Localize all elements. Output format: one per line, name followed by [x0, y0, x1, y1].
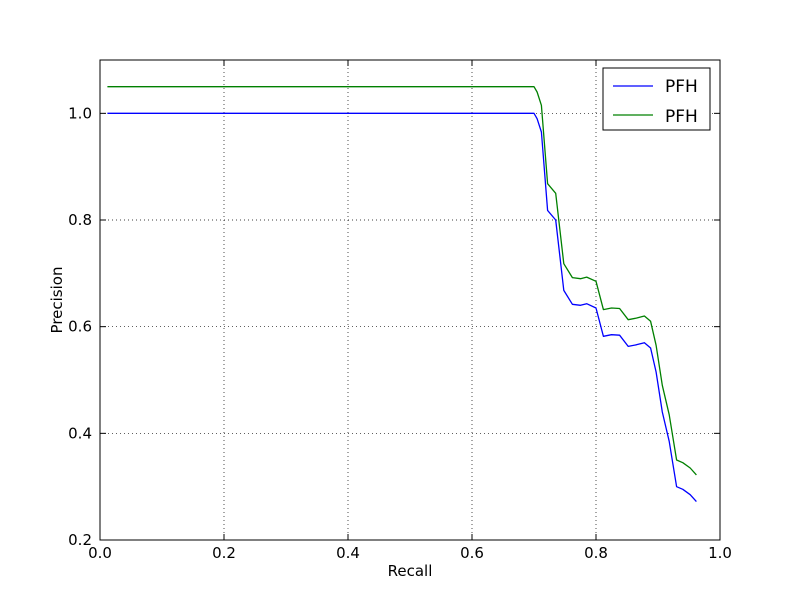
plot-frame [99, 59, 721, 541]
legend-label-0: PFH [665, 77, 698, 97]
series-lines [107, 86, 697, 503]
legend-label-1: PFH [665, 107, 698, 127]
legend-box [602, 67, 711, 131]
legend: PFH PFH [602, 67, 711, 131]
tick-marks [99, 60, 721, 541]
plot-area [100, 60, 720, 540]
x-axis-label: Recall [388, 562, 433, 580]
y-tick-label: 0.2 [68, 531, 92, 549]
y-tick-label: 0.8 [68, 211, 92, 229]
x-tick-label: 1.0 [708, 544, 732, 562]
y-tick-label: 0.6 [68, 318, 92, 336]
x-tick-label: 0.0 [88, 544, 112, 562]
x-tick-label: 0.6 [460, 544, 484, 562]
y-tick-label: 0.4 [68, 424, 92, 442]
x-tick-label: 0.8 [584, 544, 608, 562]
x-tick-label: 0.2 [212, 544, 236, 562]
y-axis-label: Precision [48, 267, 66, 334]
series-line-1 [107, 86, 697, 476]
series-line-0 [107, 112, 697, 503]
y-tick-label: 1.0 [68, 104, 92, 122]
x-tick-label: 0.4 [336, 544, 360, 562]
tick-labels: 0.0 0.2 0.4 0.6 0.8 1.00.20.40.60.81.0 [68, 104, 732, 562]
